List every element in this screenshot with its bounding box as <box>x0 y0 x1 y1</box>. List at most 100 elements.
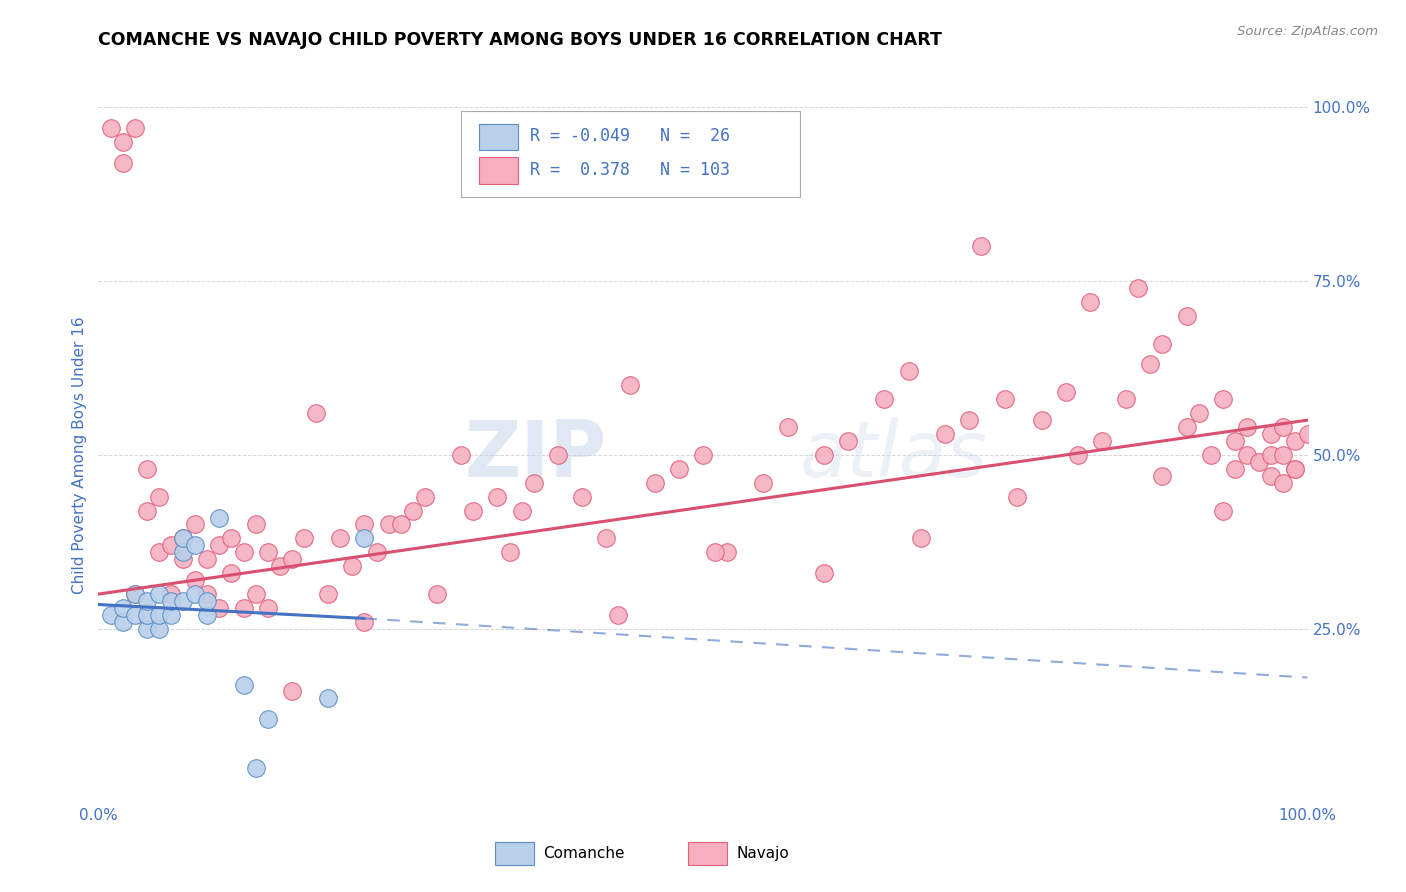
Point <box>184 517 207 532</box>
Point <box>160 594 183 608</box>
Point <box>607 607 630 622</box>
Point <box>124 120 146 135</box>
Text: ZIP: ZIP <box>464 417 606 493</box>
Point <box>1272 475 1295 490</box>
FancyBboxPatch shape <box>689 842 727 865</box>
Point <box>135 594 157 608</box>
Point <box>221 532 243 546</box>
Point <box>1091 434 1114 448</box>
Point <box>292 532 315 546</box>
Point <box>413 490 436 504</box>
Point <box>124 607 146 622</box>
Point <box>245 517 267 532</box>
Point <box>1296 427 1319 442</box>
Point <box>316 691 339 706</box>
Point <box>498 545 520 559</box>
Point <box>1067 448 1090 462</box>
Point <box>1139 358 1161 372</box>
Point <box>644 475 666 490</box>
Point <box>1284 434 1306 448</box>
Point <box>135 462 157 476</box>
Point <box>486 490 509 504</box>
Point <box>934 427 956 442</box>
Text: Source: ZipAtlas.com: Source: ZipAtlas.com <box>1237 25 1378 38</box>
Point <box>281 552 304 566</box>
Point <box>256 545 278 559</box>
Point <box>1212 392 1234 407</box>
Point <box>1284 462 1306 476</box>
Point <box>148 490 170 504</box>
Point <box>897 364 920 378</box>
Point <box>256 712 278 726</box>
Point <box>111 135 134 149</box>
Point <box>994 392 1017 407</box>
Point <box>571 490 593 504</box>
Point <box>377 517 399 532</box>
Point <box>752 475 775 490</box>
Point <box>1236 448 1258 462</box>
Point <box>366 545 388 559</box>
Point <box>510 503 533 517</box>
Point <box>426 587 449 601</box>
Point <box>232 677 254 691</box>
Point <box>1152 336 1174 351</box>
Point <box>195 594 218 608</box>
Point <box>100 607 122 622</box>
Y-axis label: Child Poverty Among Boys Under 16: Child Poverty Among Boys Under 16 <box>72 316 87 594</box>
Text: COMANCHE VS NAVAJO CHILD POVERTY AMONG BOYS UNDER 16 CORRELATION CHART: COMANCHE VS NAVAJO CHILD POVERTY AMONG B… <box>98 31 942 49</box>
Point <box>547 448 569 462</box>
Point <box>1031 413 1053 427</box>
Point <box>1260 468 1282 483</box>
Point <box>135 622 157 636</box>
Point <box>957 413 980 427</box>
Point <box>523 475 546 490</box>
Point <box>704 545 727 559</box>
Point <box>1078 294 1101 309</box>
Point <box>1223 462 1246 476</box>
Point <box>1272 420 1295 434</box>
Point <box>208 601 231 615</box>
Point <box>184 587 207 601</box>
Point <box>668 462 690 476</box>
Point <box>148 622 170 636</box>
Point <box>172 552 194 566</box>
Point <box>124 587 146 601</box>
Point <box>1260 448 1282 462</box>
Point <box>1115 392 1137 407</box>
Point <box>1188 406 1211 420</box>
Point <box>402 503 425 517</box>
FancyBboxPatch shape <box>479 124 517 150</box>
Point <box>232 601 254 615</box>
FancyBboxPatch shape <box>461 111 800 197</box>
Text: Comanche: Comanche <box>543 847 624 861</box>
FancyBboxPatch shape <box>479 157 517 184</box>
Point <box>776 420 799 434</box>
Point <box>208 538 231 552</box>
Point <box>184 538 207 552</box>
Point <box>160 587 183 601</box>
Point <box>342 559 364 574</box>
Point <box>873 392 896 407</box>
Point <box>1199 448 1222 462</box>
Point <box>281 684 304 698</box>
Text: R =  0.378   N = 103: R = 0.378 N = 103 <box>530 161 730 178</box>
Point <box>1175 309 1198 323</box>
Point <box>1128 281 1150 295</box>
Point <box>148 607 170 622</box>
Point <box>100 120 122 135</box>
Point <box>1249 455 1271 469</box>
Point <box>353 517 375 532</box>
Point <box>195 607 218 622</box>
Point <box>160 607 183 622</box>
Point <box>148 587 170 601</box>
Point <box>970 239 993 253</box>
Point <box>135 503 157 517</box>
Point <box>692 448 714 462</box>
Point <box>353 615 375 629</box>
Point <box>256 601 278 615</box>
Point <box>195 587 218 601</box>
Point <box>172 532 194 546</box>
Point <box>389 517 412 532</box>
Point <box>160 538 183 552</box>
Point <box>111 601 134 615</box>
